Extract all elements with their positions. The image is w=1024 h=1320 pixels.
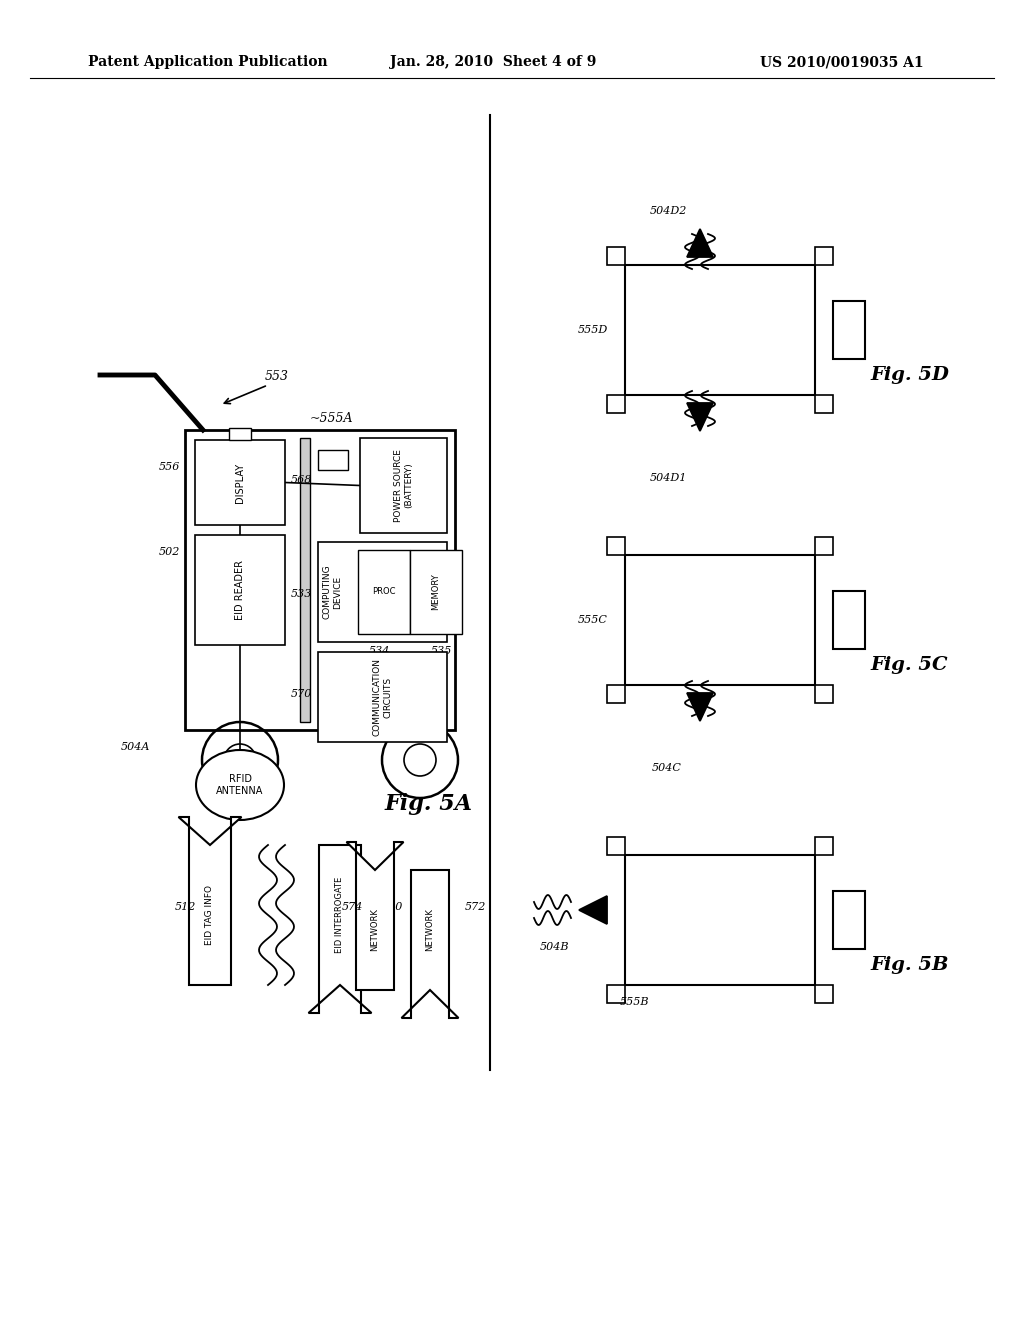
Bar — [833, 891, 865, 949]
Bar — [833, 301, 865, 359]
Text: 556: 556 — [159, 462, 180, 473]
Text: 555D: 555D — [578, 325, 608, 335]
Text: 510: 510 — [382, 902, 403, 912]
Bar — [815, 985, 833, 1003]
Text: MEMORY: MEMORY — [431, 574, 440, 610]
Text: COMMUNICATION
CIRCUITS: COMMUNICATION CIRCUITS — [373, 657, 392, 737]
Ellipse shape — [196, 750, 284, 820]
Bar — [625, 554, 815, 685]
Bar — [625, 855, 815, 985]
Text: EID TAG INFO: EID TAG INFO — [206, 884, 214, 945]
Bar — [815, 837, 833, 855]
Text: DISPLAY: DISPLAY — [234, 462, 245, 503]
Bar — [318, 652, 447, 742]
Text: 504D1: 504D1 — [650, 473, 687, 483]
Polygon shape — [687, 403, 713, 432]
Bar — [318, 450, 348, 470]
Text: 504C: 504C — [652, 763, 682, 774]
Bar — [410, 550, 462, 634]
Bar — [607, 247, 625, 265]
Polygon shape — [687, 228, 713, 257]
Text: 555C: 555C — [579, 615, 608, 624]
Text: 570: 570 — [291, 689, 312, 700]
Text: Fig. 5A: Fig. 5A — [385, 793, 473, 814]
Text: 504B: 504B — [540, 942, 569, 952]
Bar — [607, 985, 625, 1003]
Text: RFID
ANTENNA: RFID ANTENNA — [216, 775, 264, 796]
Bar — [833, 591, 865, 649]
Bar — [815, 247, 833, 265]
Text: 504D2: 504D2 — [650, 206, 687, 216]
Bar — [229, 428, 251, 440]
Bar — [607, 837, 625, 855]
Text: Fig. 5B: Fig. 5B — [870, 956, 948, 974]
Polygon shape — [687, 693, 713, 721]
Bar — [815, 685, 833, 704]
Polygon shape — [579, 896, 607, 924]
Text: 535: 535 — [430, 645, 452, 656]
Text: ~555A: ~555A — [310, 412, 353, 425]
Text: 555B: 555B — [621, 997, 650, 1007]
Text: PROC: PROC — [373, 587, 395, 597]
Text: EID INTERROGATE: EID INTERROGATE — [336, 876, 344, 953]
Polygon shape — [346, 842, 403, 990]
Bar — [625, 265, 815, 395]
Bar — [185, 430, 455, 730]
Bar — [607, 685, 625, 704]
Bar — [300, 438, 310, 722]
Text: COMPUTING
DEVICE: COMPUTING DEVICE — [323, 565, 342, 619]
Text: US 2010/0019035 A1: US 2010/0019035 A1 — [760, 55, 924, 69]
Bar — [318, 543, 447, 642]
Text: 534: 534 — [369, 645, 390, 656]
Bar — [195, 440, 285, 525]
Text: NETWORK: NETWORK — [426, 908, 434, 952]
Bar — [815, 537, 833, 554]
Text: Jan. 28, 2010  Sheet 4 of 9: Jan. 28, 2010 Sheet 4 of 9 — [390, 55, 596, 69]
Text: Patent Application Publication: Patent Application Publication — [88, 55, 328, 69]
Text: 504A: 504A — [121, 742, 150, 752]
Bar — [358, 550, 410, 634]
Text: 572: 572 — [465, 902, 486, 912]
Text: NETWORK: NETWORK — [371, 908, 380, 952]
Text: POWER SOURCE
(BATTERY): POWER SOURCE (BATTERY) — [394, 449, 414, 521]
Polygon shape — [178, 817, 242, 985]
Bar — [607, 537, 625, 554]
Bar — [607, 395, 625, 413]
Polygon shape — [401, 870, 459, 1018]
Bar — [195, 535, 285, 645]
Text: 574: 574 — [342, 902, 364, 912]
Text: 553: 553 — [265, 370, 289, 383]
Text: Fig. 5C: Fig. 5C — [870, 656, 947, 675]
Text: 512: 512 — [175, 902, 197, 912]
Bar — [815, 395, 833, 413]
Text: Fig. 5D: Fig. 5D — [870, 366, 949, 384]
Polygon shape — [308, 845, 372, 1012]
Text: EID READER: EID READER — [234, 560, 245, 620]
Text: 502: 502 — [159, 546, 180, 557]
Bar — [360, 438, 447, 533]
Text: 533: 533 — [291, 589, 312, 599]
Text: 568: 568 — [291, 475, 312, 484]
